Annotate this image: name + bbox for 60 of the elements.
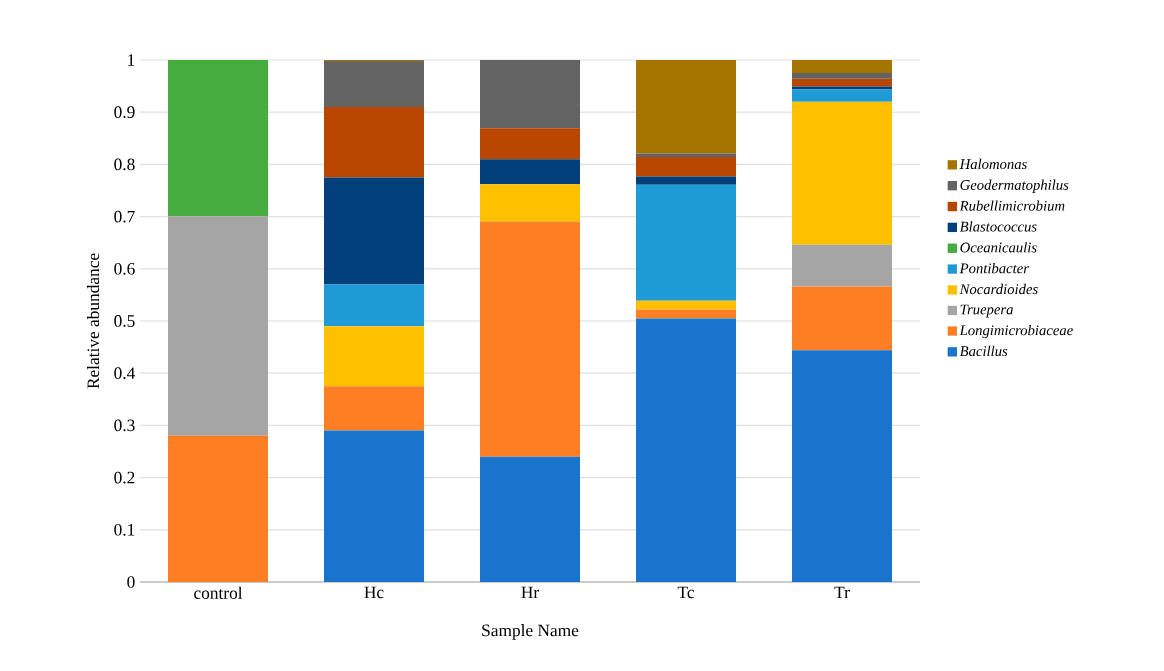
legend-label: Halomonas [959, 158, 1027, 170]
x-axis-title: Sample Name [482, 624, 579, 640]
y-tick-label: 0.5 [114, 315, 135, 327]
x-tick-label: Tc [677, 586, 695, 599]
bar [636, 59, 737, 154]
bar [168, 59, 269, 217]
bar [168, 216, 269, 436]
bar [636, 153, 737, 158]
bar [324, 106, 425, 178]
bar [792, 78, 892, 87]
bar [480, 59, 580, 129]
legend-label: Longimicrobiaceae [959, 324, 1073, 339]
y-tick-label: 0.2 [114, 471, 135, 484]
bar [324, 284, 425, 327]
bar [324, 326, 425, 387]
x-tick-label: Hc [364, 586, 384, 599]
bar [792, 101, 892, 245]
y-tick-label: 0.6 [114, 262, 135, 275]
bar [636, 176, 737, 185]
bar [636, 184, 737, 301]
bar [792, 286, 892, 351]
bar [480, 128, 580, 160]
legend-label: Oceanicaulis [960, 242, 1037, 253]
bar [480, 184, 580, 222]
y-tick-label: 0.9 [114, 106, 135, 119]
y-tick-label: 0.1 [114, 523, 135, 536]
y-tick-label: 0.8 [114, 158, 135, 171]
bar [792, 244, 892, 287]
bar [636, 309, 737, 319]
legend-label: Bacillus [959, 345, 1008, 357]
bar [636, 318, 737, 582]
x-tick-label: Hr [521, 586, 539, 599]
bar [792, 59, 892, 74]
x-tick-label: control [194, 586, 243, 599]
legend-label: Pontibacter [959, 262, 1029, 274]
y-tick-label: 0.7 [114, 210, 135, 223]
bar [480, 221, 580, 457]
y-axis-title: Relative abundance [86, 253, 100, 389]
bar [792, 73, 892, 79]
bar [792, 89, 892, 102]
bar [480, 456, 580, 582]
bar [324, 61, 425, 107]
bar [324, 430, 425, 582]
legend-label: Nocardioides [959, 283, 1038, 295]
y-tick-label: 0.4 [114, 367, 136, 380]
bar [168, 435, 269, 582]
y-tick-label: 0 [127, 576, 135, 588]
legend-label: Blastococcus [959, 221, 1037, 232]
bar [480, 159, 580, 185]
bar [636, 300, 737, 310]
bar [636, 157, 737, 177]
bar [792, 350, 892, 582]
bar [324, 177, 425, 285]
legend-label: Geodermatophilus [960, 179, 1069, 193]
bar [324, 386, 425, 431]
y-tick-label: 1 [128, 54, 135, 66]
x-tick-label: Tr [834, 586, 850, 599]
legend-label: Rubellimicrobium [959, 200, 1065, 211]
legend-label: Truepera [960, 304, 1013, 318]
y-tick-label: 0.3 [114, 419, 135, 432]
